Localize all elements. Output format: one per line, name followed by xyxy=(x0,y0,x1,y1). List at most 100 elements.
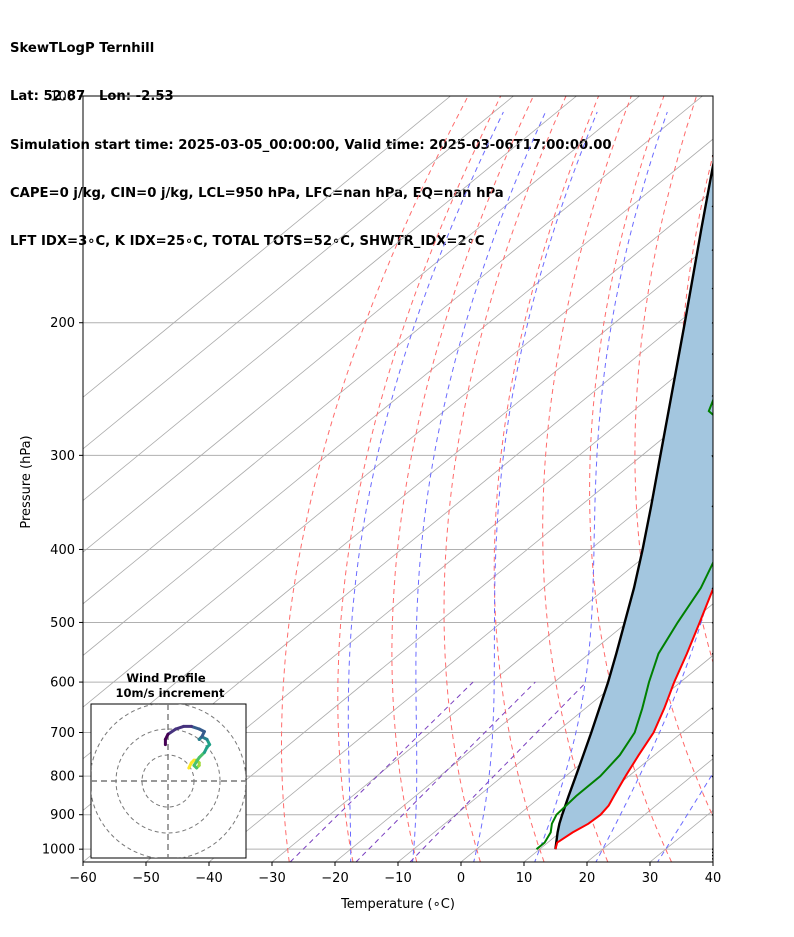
dry-adiabat xyxy=(281,96,469,862)
wind-barb-flag xyxy=(740,414,743,426)
y-tick-label: 200 xyxy=(50,316,75,331)
wind-barb-shaft xyxy=(711,505,713,508)
x-tick-label: −10 xyxy=(384,871,411,886)
wind-barb xyxy=(712,854,751,868)
wind-barb-shaft xyxy=(711,707,713,711)
wind-barb-flag xyxy=(740,825,741,837)
wind-barb xyxy=(711,155,746,180)
wind-barb-shaft xyxy=(711,395,713,398)
wind-barb-shaft xyxy=(711,205,713,208)
wind-barb-shaft xyxy=(711,621,713,624)
wind-barb-flag xyxy=(726,752,729,758)
wind-barb xyxy=(711,548,735,580)
wind-barb xyxy=(711,795,743,826)
inset-title: Wind Profile xyxy=(126,671,206,685)
y-tick-label: 700 xyxy=(50,726,75,741)
wind-barb-flag xyxy=(730,569,735,580)
wind-barb-flag xyxy=(734,799,739,810)
hodograph-segment xyxy=(166,727,178,736)
wind-barb-flag xyxy=(730,608,735,619)
wind-barb-shaft xyxy=(711,681,713,684)
y-tick-label: 500 xyxy=(50,616,75,631)
y-tick-label: 900 xyxy=(50,808,75,823)
wind-barb-flag xyxy=(736,363,737,370)
wind-barb-flag xyxy=(725,779,732,789)
wind-barb-flag xyxy=(745,335,746,347)
wind-profile-inset: Wind Profile 10m/s increment xyxy=(90,671,247,859)
x-tick-label: −30 xyxy=(258,871,285,886)
wind-barb-flag xyxy=(735,638,738,650)
y-tick-label: 400 xyxy=(50,543,75,558)
wind-barb-flag xyxy=(748,859,751,871)
wind-barb-flag xyxy=(728,533,735,543)
wind-barb-flag xyxy=(730,566,732,573)
wind-barb xyxy=(711,681,739,716)
wind-barb xyxy=(711,754,732,789)
wind-barb-flag xyxy=(730,223,732,230)
isotherm-50 xyxy=(776,96,794,862)
wind-barb-flag xyxy=(735,411,738,423)
x-axis-label: Temperature (∘C) xyxy=(340,897,455,912)
wind-barb-shaft xyxy=(711,353,713,355)
wind-barb-flag xyxy=(728,760,735,770)
y-tick-label: 100 xyxy=(50,90,75,105)
wind-barb-shaft xyxy=(711,587,713,590)
x-tick-label: −20 xyxy=(321,871,348,886)
dry-adiabat xyxy=(721,96,794,862)
wind-barb-flag xyxy=(721,478,725,484)
indices-line-1: CAPE=0 j/kg, CIN=0 j/kg, LCL=950 hPa, LF… xyxy=(10,186,504,202)
x-tick-label: −50 xyxy=(132,871,159,886)
wind-barb-flag xyxy=(730,605,732,612)
chart-title-block: SkewTLogP Ternhill Lat: 52.87 Lon: -2.53… xyxy=(10,9,612,267)
wind-barb-flag xyxy=(740,640,743,652)
wind-barb-flag xyxy=(740,365,741,377)
wind-barb-flag xyxy=(734,611,739,622)
wind-barb-flag xyxy=(734,705,739,716)
x-tick-label: −60 xyxy=(69,871,96,886)
wind-barb-shaft xyxy=(711,775,713,778)
dry-adiabat xyxy=(391,96,534,862)
wind-barb xyxy=(711,732,735,770)
wind-barb xyxy=(711,653,743,684)
wind-barb xyxy=(711,587,739,622)
wind-barb xyxy=(711,287,743,318)
moist-adiabat xyxy=(347,111,504,862)
isotherm--20 xyxy=(334,551,713,862)
wind-barb xyxy=(711,455,728,491)
wind-barb-flag xyxy=(740,814,743,826)
wind-barb-flag xyxy=(730,226,735,237)
moist-adiabat xyxy=(534,111,668,862)
time-line: Simulation start time: 2025-03-05_00:00:… xyxy=(10,137,612,153)
mixing-ratio-line xyxy=(409,681,587,862)
chart-title: SkewTLogP Ternhill xyxy=(10,41,155,57)
wind-barb-flag xyxy=(740,672,743,684)
mixing-ratio-line xyxy=(289,681,474,862)
isotherm--100 xyxy=(83,138,713,656)
moist-adiabat xyxy=(473,111,598,862)
wind-barb xyxy=(711,814,746,839)
cape-shading xyxy=(555,166,713,850)
x-tick-label: 10 xyxy=(516,871,533,886)
y-tick-label: 300 xyxy=(50,449,75,464)
wind-barb-flag xyxy=(740,306,743,318)
wind-barb-flag xyxy=(745,827,746,839)
wind-barb-shaft xyxy=(711,732,713,735)
isotherm--50 xyxy=(145,396,713,862)
wind-barb-flag xyxy=(745,168,746,180)
wind-barb-flag xyxy=(726,775,729,781)
moist-adiabat xyxy=(719,112,794,864)
moist-adiabat xyxy=(781,112,794,864)
wind-barb-shaft xyxy=(711,754,713,758)
mixing-ratio-line xyxy=(355,681,536,862)
wind-barb xyxy=(711,505,735,543)
wind-barb-shaft xyxy=(711,653,713,655)
wind-barb xyxy=(711,395,743,426)
y-axis-label: Pressure (hPa) xyxy=(19,435,34,528)
wind-barb-flag xyxy=(719,482,728,491)
wind-barb xyxy=(711,249,713,252)
wind-barb-shaft xyxy=(711,831,713,834)
wind-barb xyxy=(711,353,741,377)
wind-barb-flag xyxy=(748,856,751,868)
wind-barb xyxy=(712,851,713,854)
